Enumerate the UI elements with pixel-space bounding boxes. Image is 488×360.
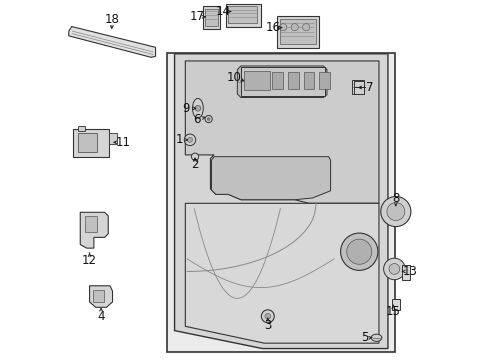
Circle shape bbox=[302, 24, 309, 31]
Bar bbox=[276, 16, 319, 48]
Text: 7: 7 bbox=[366, 81, 373, 94]
Bar bbox=[351, 80, 363, 94]
Circle shape bbox=[386, 203, 404, 221]
Polygon shape bbox=[185, 61, 378, 203]
Polygon shape bbox=[80, 212, 108, 248]
Bar bbox=[241, 67, 325, 96]
Polygon shape bbox=[237, 66, 326, 98]
Text: 2: 2 bbox=[191, 158, 198, 171]
Text: 8: 8 bbox=[391, 192, 399, 205]
Bar bbox=[272, 72, 283, 89]
Polygon shape bbox=[211, 157, 330, 200]
Text: 12: 12 bbox=[82, 254, 97, 267]
Text: 6: 6 bbox=[193, 113, 201, 126]
Circle shape bbox=[279, 24, 286, 31]
Circle shape bbox=[207, 118, 210, 121]
Circle shape bbox=[383, 258, 405, 280]
Bar bbox=[391, 299, 399, 310]
Text: 11: 11 bbox=[116, 136, 130, 149]
Circle shape bbox=[187, 137, 192, 142]
Bar bbox=[279, 19, 315, 44]
Text: 15: 15 bbox=[385, 306, 400, 319]
Circle shape bbox=[195, 105, 201, 111]
Bar bbox=[85, 216, 97, 232]
Circle shape bbox=[380, 197, 410, 226]
Polygon shape bbox=[69, 27, 155, 57]
Bar bbox=[78, 126, 85, 131]
Bar bbox=[167, 53, 394, 352]
Bar bbox=[303, 72, 314, 89]
Circle shape bbox=[340, 233, 377, 270]
Text: 9: 9 bbox=[183, 102, 190, 115]
Bar bbox=[225, 4, 261, 27]
Text: 16: 16 bbox=[265, 21, 280, 34]
Ellipse shape bbox=[370, 334, 381, 341]
Ellipse shape bbox=[192, 98, 203, 118]
Circle shape bbox=[388, 264, 399, 274]
Text: 18: 18 bbox=[104, 13, 119, 26]
Bar bbox=[109, 134, 117, 144]
Bar bbox=[319, 72, 329, 89]
Bar bbox=[287, 72, 298, 89]
Bar bbox=[353, 81, 364, 94]
Bar bbox=[78, 133, 97, 152]
Text: 17: 17 bbox=[189, 10, 204, 23]
Text: 10: 10 bbox=[226, 71, 242, 84]
Bar bbox=[402, 265, 409, 280]
Circle shape bbox=[261, 310, 274, 323]
Text: 13: 13 bbox=[402, 265, 417, 278]
Circle shape bbox=[191, 153, 198, 160]
Bar bbox=[73, 129, 109, 157]
Bar bbox=[203, 6, 220, 30]
Text: 14: 14 bbox=[215, 5, 230, 18]
Bar bbox=[228, 6, 257, 23]
Text: 4: 4 bbox=[97, 310, 104, 324]
Text: 3: 3 bbox=[264, 319, 271, 332]
Bar bbox=[204, 9, 218, 26]
Polygon shape bbox=[89, 286, 112, 307]
Circle shape bbox=[290, 24, 298, 31]
Circle shape bbox=[346, 239, 371, 264]
Text: 1: 1 bbox=[175, 133, 183, 146]
Circle shape bbox=[184, 134, 195, 145]
Polygon shape bbox=[185, 203, 378, 343]
Circle shape bbox=[204, 116, 212, 123]
Bar bbox=[93, 291, 104, 302]
Text: 5: 5 bbox=[360, 331, 367, 344]
Bar bbox=[244, 71, 269, 90]
Polygon shape bbox=[174, 54, 387, 348]
Circle shape bbox=[264, 314, 270, 319]
